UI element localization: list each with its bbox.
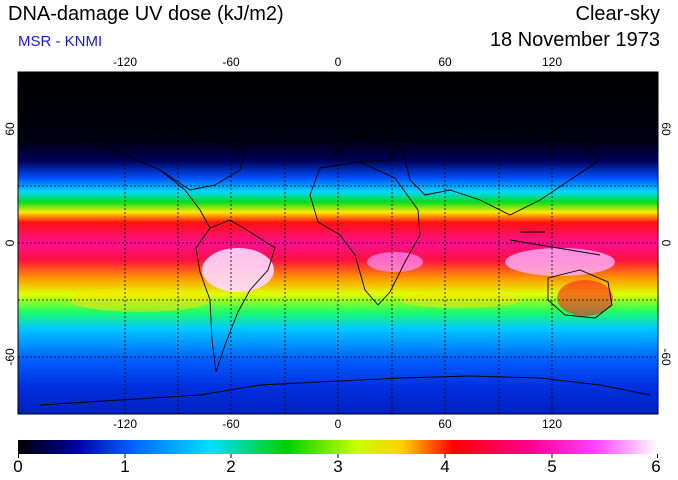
south-america-high-dose — [202, 248, 274, 292]
colorbar-label: 0 — [13, 457, 23, 476]
colorbar — [18, 440, 658, 454]
bottom-lon-labels: -120 -60 0 60 120 — [113, 417, 562, 431]
europe-coast — [329, 127, 401, 163]
central-america-coast — [159, 169, 211, 229]
right-lat-label: -60 — [659, 348, 673, 366]
top-lon-label: -60 — [222, 55, 240, 69]
right-lat-label: 0 — [659, 240, 673, 247]
colorbar-label: 5 — [547, 457, 557, 476]
colorbar-label: 6 — [651, 457, 661, 476]
left-lat-labels: 60 0 -60 — [3, 122, 17, 366]
north-america-coast — [88, 127, 246, 191]
date-label: 18 November 1973 — [489, 29, 660, 51]
south-america-coast — [195, 219, 276, 373]
maritime-continent-high-dose — [505, 248, 615, 276]
coastlines — [39, 127, 651, 406]
graticule — [18, 72, 658, 414]
bottom-lon-label: -60 — [222, 417, 240, 431]
colorbar-label: 3 — [333, 457, 343, 476]
colorbar-ticks — [18, 454, 658, 458]
bottom-lon-label: 60 — [438, 417, 452, 431]
top-lon-labels: -120 -60 0 60 120 — [113, 55, 562, 69]
left-lat-label: 0 — [3, 239, 17, 246]
left-lat-label: 60 — [3, 122, 17, 136]
bottom-lon-label: 0 — [335, 417, 342, 431]
asia-coast — [399, 127, 601, 216]
top-lon-label: 0 — [335, 55, 342, 69]
left-lat-label: -60 — [3, 348, 17, 366]
bottom-lon-label: 120 — [542, 417, 562, 431]
australia-dose — [557, 280, 613, 316]
maritime-continent-coast — [509, 231, 601, 256]
australia-coast — [547, 269, 613, 319]
colorbar-label: 2 — [226, 457, 236, 476]
right-lat-labels: 60 0 -60 — [659, 122, 673, 366]
colorbar-label: 4 — [440, 457, 450, 476]
africa-coast — [309, 161, 421, 306]
map-title: DNA-damage UV dose (kJ/m2) — [8, 3, 284, 25]
sky-condition-label: Clear-sky — [575, 3, 660, 25]
bottom-lon-label: -120 — [113, 417, 137, 431]
antarctica-coast — [39, 375, 651, 406]
africa-high-dose — [367, 252, 423, 272]
colorbar-label: 1 — [120, 457, 130, 476]
top-lon-label: -120 — [113, 55, 137, 69]
top-lon-label: 120 — [542, 55, 562, 69]
map-frame — [17, 71, 659, 415]
source-label: MSR - KNMI — [18, 33, 103, 50]
right-lat-label: 60 — [659, 122, 673, 136]
top-lon-label: 60 — [438, 55, 452, 69]
